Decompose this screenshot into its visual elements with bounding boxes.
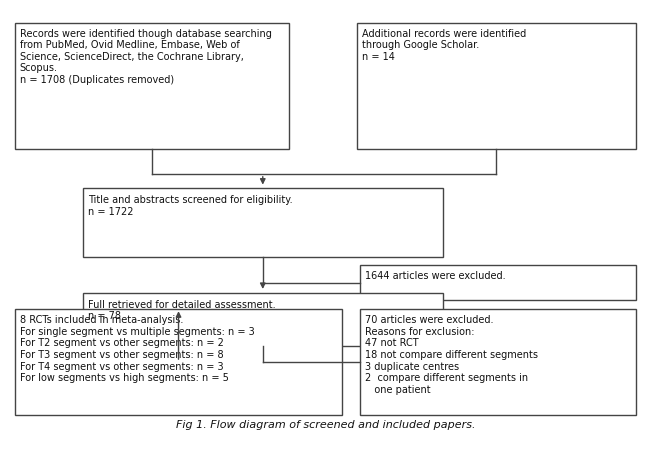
Text: 1644 articles were excluded.: 1644 articles were excluded. (365, 271, 505, 281)
Text: 8 RCTs included in meta-analysis.
For single segment vs multiple segments: n = 3: 8 RCTs included in meta-analysis. For si… (19, 314, 255, 382)
Text: Full retrieved for detailed assessment.
n = 78: Full retrieved for detailed assessment. … (88, 299, 275, 320)
Text: 70 articles were excluded.
Reasons for exclusion:
47 not RCT
18 not compare diff: 70 articles were excluded. Reasons for e… (365, 314, 538, 394)
Bar (15, 310, 342, 415)
Text: Fig 1. Flow diagram of screened and included papers.: Fig 1. Flow diagram of screened and incl… (176, 420, 476, 430)
Bar (360, 266, 636, 300)
Bar (357, 24, 636, 150)
Text: Title and abstracts screened for eligibility.
n = 1722: Title and abstracts screened for eligibi… (88, 195, 292, 217)
Bar (15, 24, 289, 150)
Bar (83, 293, 443, 347)
Bar (83, 189, 443, 257)
Text: Additional records were identified
through Google Scholar.
n = 14: Additional records were identified throu… (362, 29, 526, 62)
Text: Records were identified though database searching
from PubMed, Ovid Medline, Emb: Records were identified though database … (19, 29, 271, 85)
Bar (360, 310, 636, 415)
